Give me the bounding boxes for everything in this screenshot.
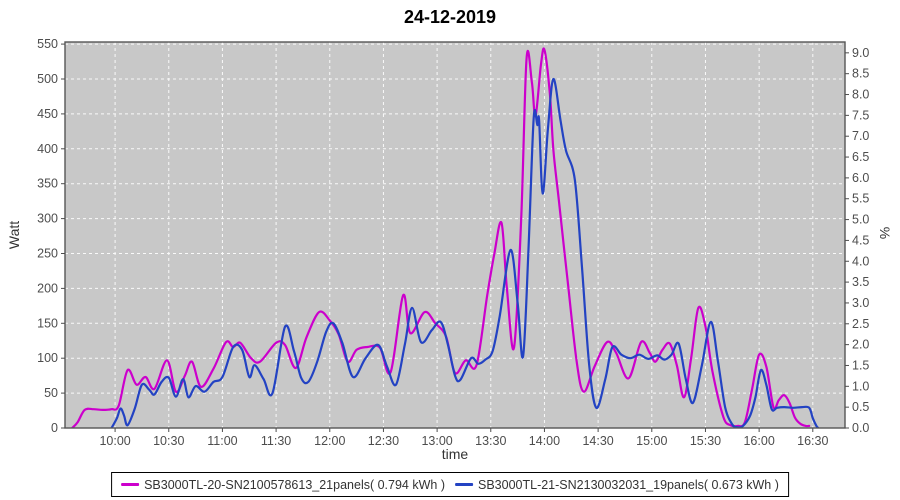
right-tick-label: 6.0	[852, 171, 869, 185]
x-tick-label: 15:00	[636, 434, 667, 448]
series2-label: SB3000TL-21-SN2130032031_19panels( 0.673…	[478, 477, 779, 492]
right-tick-label: 0.0	[852, 421, 869, 435]
right-tick-label: 5.0	[852, 213, 869, 227]
left-tick-label: 200	[37, 281, 58, 295]
x-tick-label: 12:00	[314, 434, 345, 448]
plot-background	[65, 42, 845, 428]
x-tick-label: 14:00	[529, 434, 560, 448]
left-tick-label: 50	[44, 386, 58, 400]
left-tick-label: 450	[37, 107, 58, 121]
right-tick-label: 1.0	[852, 379, 869, 393]
gridlines	[65, 42, 845, 428]
plot-border	[64, 41, 846, 429]
left-tick-label: 500	[37, 72, 58, 86]
left-tick-label: 0	[51, 421, 58, 435]
chart-canvas: 24-12-2019 10:00 10:30 11:00 11:30 12:00 12:3…	[6, 7, 893, 462]
right-tick-label: 5.5	[852, 192, 869, 206]
right-tick-label: 8.5	[852, 67, 869, 81]
right-axis-label: %	[877, 227, 893, 239]
left-tick-label: 400	[37, 142, 58, 156]
series-line-1	[71, 47, 811, 428]
x-tick-label: 16:30	[797, 434, 828, 448]
x-tick-label: 15:30	[690, 434, 721, 448]
axis-ticks: 10:00 10:30 11:00 11:30 12:00 12:30 13:00 13:30…	[37, 37, 869, 448]
plot-area: 10:00 10:30 11:00 11:30 12:00 12:30 13:00 13:30…	[37, 37, 869, 448]
right-tick-label: 3.5	[852, 275, 869, 289]
right-tick-label: 1.5	[852, 358, 869, 372]
legend-item-series1: SB3000TL-20-SN2100578613_21panels( 0.794…	[121, 478, 445, 492]
left-tick-label: 350	[37, 177, 58, 191]
left-tick-label: 150	[37, 316, 58, 330]
x-tick-label: 10:00	[99, 434, 130, 448]
left-axis-label: Watt	[6, 221, 22, 249]
right-tick-label: 2.0	[852, 338, 869, 352]
x-tick-label: 11:30	[261, 434, 291, 448]
right-tick-label: 3.0	[852, 296, 869, 310]
x-tick-label: 11:00	[207, 434, 237, 448]
x-tick-label: 16:00	[743, 434, 774, 448]
x-tick-label: 13:00	[421, 434, 452, 448]
x-tick-label: 13:30	[475, 434, 506, 448]
left-tick-label: 250	[37, 246, 58, 260]
x-tick-label: 10:30	[153, 434, 184, 448]
left-tick-label: 100	[37, 351, 58, 365]
x-axis-label: time	[442, 446, 469, 462]
right-tick-label: 7.5	[852, 108, 869, 122]
left-tick-label: 300	[37, 212, 58, 226]
right-tick-label: 7.0	[852, 129, 869, 143]
right-tick-label: 0.5	[852, 400, 869, 414]
series-line-2	[110, 77, 820, 428]
chart-title: 24-12-2019	[404, 7, 496, 27]
legend: SB3000TL-20-SN2100578613_21panels( 0.794…	[111, 472, 789, 497]
series2-line-swatch	[455, 483, 473, 486]
series-lines	[71, 47, 820, 428]
legend-item-series2: SB3000TL-21-SN2130032031_19panels( 0.673…	[455, 478, 779, 492]
right-tick-label: 4.5	[852, 233, 869, 247]
series1-label: SB3000TL-20-SN2100578613_21panels( 0.794…	[144, 477, 445, 492]
x-tick-label: 14:30	[582, 434, 613, 448]
right-tick-label: 8.0	[852, 88, 869, 102]
x-tick-label: 12:30	[368, 434, 399, 448]
right-tick-label: 6.5	[852, 150, 869, 164]
series1-line-swatch	[121, 483, 140, 486]
right-tick-label: 2.5	[852, 317, 869, 331]
right-tick-label: 9.0	[852, 46, 869, 60]
left-tick-label: 550	[37, 37, 58, 51]
right-tick-label: 4.0	[852, 254, 869, 268]
